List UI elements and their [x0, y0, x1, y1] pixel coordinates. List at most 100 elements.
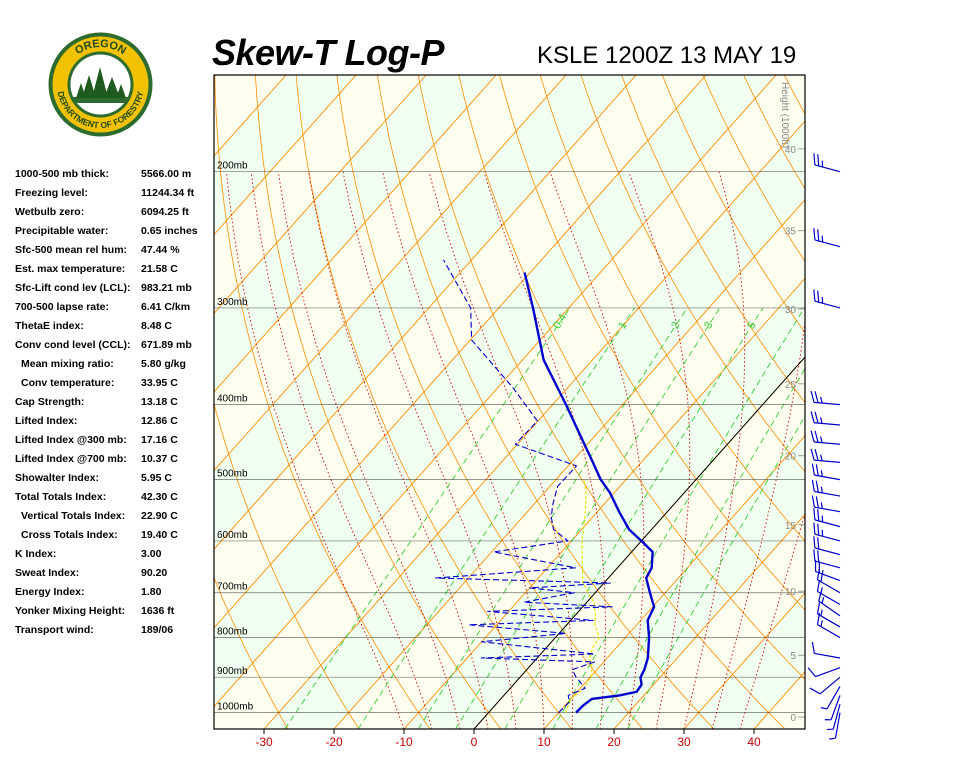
isotherm-band — [214, 75, 217, 78]
height-tick-label: 0 — [790, 713, 796, 724]
stat-value: 3.00 — [141, 548, 162, 560]
mixing-ratio-label: 3 — [702, 320, 715, 331]
dry-adiabat — [825, 75, 960, 729]
mixing-ratio-line — [284, 307, 571, 729]
stat-value: 5.95 C — [141, 472, 172, 484]
wind-barb-flag — [815, 496, 819, 508]
wind-barb-half-flag — [820, 587, 823, 594]
wind-barb — [816, 612, 841, 639]
wind-barb — [813, 228, 841, 248]
stat-value: 1.80 — [141, 586, 162, 598]
isotherm-line — [214, 75, 637, 550]
isobar-label: 800mb — [217, 627, 248, 638]
wind-barb — [816, 602, 841, 628]
moist-adiabat — [711, 317, 805, 729]
isotherm-band — [824, 75, 960, 729]
wind-barb — [810, 390, 841, 406]
wind-barb-staff — [814, 560, 841, 569]
wind-barb — [811, 495, 841, 513]
stat-value: 21.58 C — [141, 263, 178, 275]
stat-label: Wetbulb zero: — [15, 206, 85, 218]
wind-barb-half-flag — [820, 436, 823, 443]
wind-barb-flag — [814, 449, 819, 461]
dry-adiabat — [866, 75, 960, 729]
wind-barb-staff — [814, 547, 841, 556]
mixing-ratio-line — [357, 307, 635, 729]
stat-label: 1000-500 mb thick: — [15, 168, 109, 180]
stat-label: Cap Strength: — [15, 396, 85, 408]
wind-barb-flag — [813, 549, 816, 562]
wind-barb-staff — [814, 422, 841, 426]
isobar-label: 300mb — [217, 297, 248, 308]
isotherm-line — [214, 75, 427, 314]
stat-label: Lifted Index @700 mb: — [15, 453, 127, 465]
wind-barb — [811, 641, 841, 659]
stat-value: 11244.34 ft — [141, 187, 195, 199]
isotherm-band — [0, 75, 146, 729]
height-axis-title: Height (1000ft) — [779, 82, 790, 148]
stat-value: 33.95 C — [141, 377, 178, 389]
stat-row: Total Totals Index: 42.30 C — [15, 491, 215, 510]
stat-value: 5566.00 m — [141, 168, 192, 180]
stat-value: 47.44 % — [141, 244, 180, 256]
wind-barb-staff — [817, 579, 841, 594]
logo-top-text: OREGON — [73, 38, 128, 57]
stat-label: Freezing level: — [15, 187, 88, 199]
stat-row: Transport wind: 189/06 — [15, 624, 215, 643]
wind-barb-half-flag — [821, 235, 824, 243]
stat-row: Yonker Mixing Height: 1636 ft — [15, 605, 215, 624]
height-tick-label: 35 — [785, 227, 797, 238]
isotherm-line — [403, 277, 805, 729]
wind-barb-half-flag — [820, 454, 823, 461]
wind-barb — [813, 508, 841, 528]
isotherm-band — [214, 75, 805, 729]
x-tick-label: 20 — [607, 735, 621, 749]
wind-barb-staff — [814, 519, 841, 528]
station-time-label: KSLE 1200Z 13 MAY 19 — [537, 42, 797, 69]
dry-adiabat — [906, 75, 960, 729]
stat-value: 983.21 mb — [141, 282, 192, 294]
isotherm-line — [214, 75, 217, 78]
stat-row: Est. max temperature: 21.58 C — [15, 263, 215, 282]
wind-barb-flag — [813, 522, 816, 535]
wind-barb-staff — [814, 533, 841, 542]
oregon-forestry-logo: OREGON DEPARTMENT OF FORESTRY — [47, 31, 154, 138]
stat-row: Conv cond level (CCL): 671.89 mb — [15, 339, 215, 358]
stat-row: Sfc-Lift cond lev (LCL): 983.21 mb — [15, 282, 215, 301]
wind-barb-staff — [814, 401, 841, 406]
stat-label: Yonker Mixing Height: — [15, 605, 126, 617]
stat-row: Lifted Index: 12.86 C — [15, 415, 215, 434]
wind-barb-staff — [814, 441, 841, 445]
moist-adiabat — [549, 171, 645, 729]
stat-value: 8.48 C — [141, 320, 172, 332]
wind-barb-half-flag — [820, 486, 823, 494]
wind-barb — [811, 479, 841, 497]
wind-barb — [814, 559, 841, 582]
wind-barb-staff — [814, 300, 841, 309]
stat-value: 671.89 mb — [141, 339, 192, 351]
x-tick-label: -10 — [395, 735, 413, 749]
isotherm-band — [0, 75, 76, 729]
wind-barb-half-flag — [820, 609, 823, 617]
wind-barb-flag — [811, 479, 815, 492]
stat-row: Mean mixing ratio: 5.80 g/kg — [15, 358, 215, 377]
chart-title: Skew-T Log-P — [212, 32, 445, 73]
wind-barb-half-flag — [829, 737, 836, 740]
wind-barb-half-flag — [821, 529, 824, 537]
wind-barb-staff — [814, 164, 841, 173]
wind-barb-flag — [810, 390, 815, 403]
moist-adiabat — [277, 171, 461, 729]
isotherm-line — [214, 75, 707, 629]
stat-row: Lifted Index @300 mb: 17.16 C — [15, 434, 215, 453]
wind-barb-half-flag — [820, 396, 823, 404]
stat-row: Precipitable water: 0.65 inches — [15, 225, 215, 244]
mixing-ratio-line — [455, 307, 721, 729]
wind-barb-flag — [810, 411, 815, 423]
stat-label: Total Totals Index: — [15, 491, 107, 503]
x-tick-label: -30 — [255, 735, 273, 749]
wind-barb-flag — [811, 463, 815, 476]
stat-value: 90.20 — [141, 567, 168, 579]
wind-barb-staff — [814, 652, 841, 659]
mixing-ratio-label: 2 — [669, 320, 682, 331]
wind-barb-flag — [813, 536, 816, 548]
